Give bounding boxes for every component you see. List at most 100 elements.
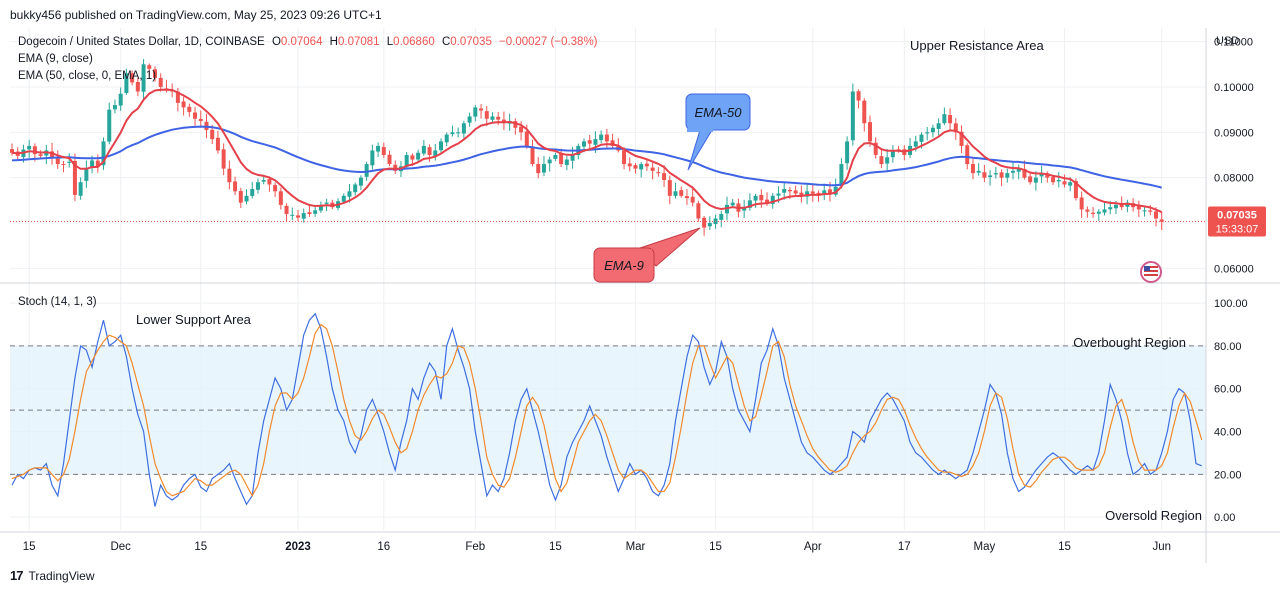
trading-chart[interactable]: USD0.060000.070000.080000.090000.100000.… bbox=[0, 28, 1280, 563]
candle-body bbox=[662, 173, 667, 180]
axes: USD0.060000.070000.080000.090000.100000.… bbox=[0, 28, 1280, 563]
ema9-line bbox=[11, 88, 1163, 214]
stoch-tick-label: 40.00 bbox=[1214, 427, 1242, 439]
candle-body bbox=[633, 165, 638, 169]
stoch-tick-label: 80.00 bbox=[1214, 341, 1242, 353]
candle-body bbox=[970, 164, 975, 174]
candle-body bbox=[519, 126, 524, 133]
candle-body bbox=[261, 179, 266, 182]
price-tick-label: 0.08000 bbox=[1214, 173, 1254, 185]
candle-body bbox=[839, 164, 844, 187]
x-tick-label: 15 bbox=[194, 541, 207, 553]
candle-body bbox=[318, 204, 323, 211]
candle-body bbox=[55, 157, 60, 165]
candle-body bbox=[948, 115, 953, 124]
ema9-callout-label: EMA-9 bbox=[604, 258, 644, 273]
candle-body bbox=[988, 175, 993, 178]
candle-body bbox=[124, 73, 129, 94]
candle-body bbox=[850, 91, 855, 141]
candle-body bbox=[353, 184, 358, 193]
candle-body bbox=[1085, 209, 1090, 212]
candle-body bbox=[1096, 211, 1101, 214]
candle-body bbox=[536, 163, 541, 174]
candle-body bbox=[215, 137, 220, 151]
candle-body bbox=[358, 177, 363, 186]
candle-body bbox=[158, 77, 163, 87]
x-tick-label: 2023 bbox=[285, 541, 311, 553]
candle-body bbox=[284, 205, 289, 214]
candle-body bbox=[347, 191, 352, 197]
candle-body bbox=[313, 210, 318, 214]
candle-body bbox=[1062, 181, 1067, 185]
last-price-badge: 0.07035 15:33:07 bbox=[1208, 206, 1266, 237]
candle-body bbox=[879, 156, 884, 165]
candle-body bbox=[84, 168, 89, 181]
candle-body bbox=[1022, 168, 1027, 178]
x-tick-label: 16 bbox=[377, 541, 390, 553]
candle-body bbox=[919, 134, 924, 142]
candle-body bbox=[118, 93, 123, 106]
candle-body bbox=[799, 192, 804, 196]
candle-body bbox=[1056, 179, 1061, 182]
candle-body bbox=[1033, 177, 1038, 183]
candle-body bbox=[416, 152, 421, 160]
candle-body bbox=[805, 191, 810, 197]
candle-body bbox=[456, 132, 461, 134]
candle-body bbox=[593, 139, 598, 145]
candle-body bbox=[1091, 212, 1096, 214]
candle-body bbox=[827, 189, 832, 194]
candle-body bbox=[541, 164, 546, 173]
candle-body bbox=[10, 149, 14, 153]
tradingview-logo-icon: 17 bbox=[10, 568, 24, 583]
candle-body bbox=[810, 191, 815, 194]
candle-body bbox=[564, 159, 569, 166]
candle-body bbox=[1045, 173, 1050, 178]
publish-info: bukky456 published on TradingView.com, M… bbox=[10, 8, 382, 22]
candle-body bbox=[999, 172, 1004, 178]
x-tick-label: Jun bbox=[1152, 541, 1171, 553]
candle-body bbox=[496, 116, 501, 120]
x-tick-label: May bbox=[974, 541, 996, 553]
candle-body bbox=[233, 181, 238, 192]
candle-body bbox=[290, 214, 295, 216]
candle-body bbox=[238, 191, 243, 203]
candle-body bbox=[221, 149, 226, 169]
x-tick-label: Apr bbox=[804, 541, 822, 553]
candle-body bbox=[278, 191, 283, 205]
candle-body bbox=[193, 112, 198, 119]
candle-body bbox=[32, 146, 37, 155]
candle-body bbox=[702, 217, 707, 228]
candle-body bbox=[787, 189, 792, 192]
candle-body bbox=[765, 199, 770, 203]
candle-body bbox=[198, 118, 203, 121]
candle-body bbox=[1154, 211, 1158, 219]
candle-body bbox=[599, 134, 604, 141]
candle-body bbox=[742, 207, 747, 211]
candle-body bbox=[473, 107, 478, 117]
candle-body bbox=[1108, 207, 1113, 210]
candle-body bbox=[604, 134, 609, 142]
oversold-label: Oversold Region bbox=[1105, 508, 1202, 523]
ema50-line bbox=[11, 125, 1162, 189]
candle-body bbox=[101, 141, 106, 166]
candle-body bbox=[147, 65, 152, 69]
candle-body bbox=[547, 159, 552, 164]
candle-body bbox=[770, 195, 775, 204]
candle-body bbox=[822, 190, 827, 196]
candle-body bbox=[782, 189, 787, 193]
candle-body bbox=[267, 179, 272, 185]
candle-body bbox=[135, 81, 140, 92]
price-tick-label: 0.09000 bbox=[1214, 127, 1254, 139]
footer: 17 TradingView bbox=[10, 568, 95, 583]
candle-body bbox=[890, 150, 895, 158]
candle-body bbox=[639, 164, 644, 170]
publish-header: bukky456 published on TradingView.com, M… bbox=[0, 0, 1280, 28]
candle-body bbox=[38, 154, 43, 156]
candle-body bbox=[324, 202, 329, 204]
overbought-label: Overbought Region bbox=[1073, 335, 1186, 350]
us-flag-icon[interactable] bbox=[1140, 261, 1162, 283]
candle-body bbox=[936, 123, 941, 129]
candle-body bbox=[153, 69, 157, 78]
candle-body bbox=[684, 196, 689, 199]
candle-body bbox=[913, 141, 918, 147]
